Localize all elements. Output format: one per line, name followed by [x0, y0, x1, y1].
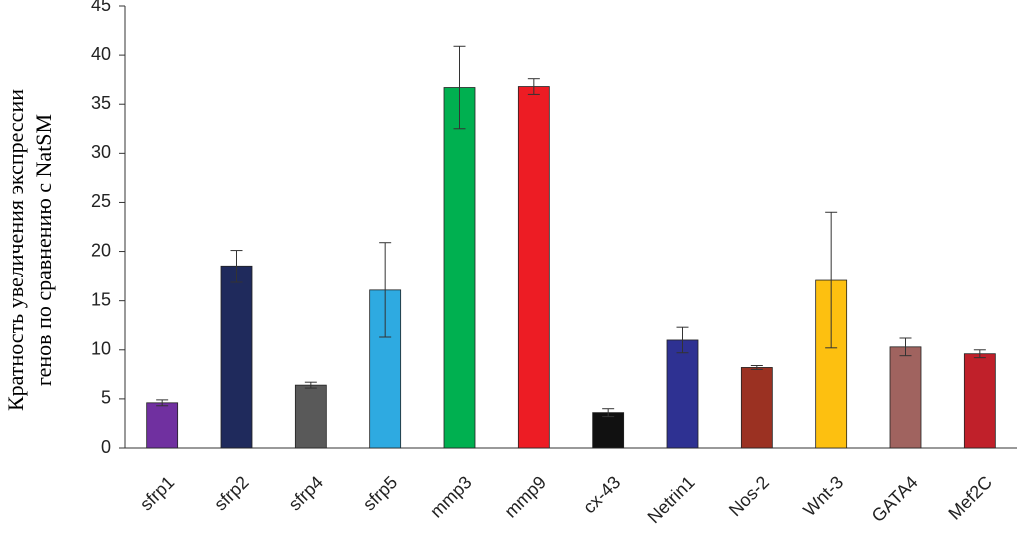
error-bar [230, 250, 243, 283]
bar [963, 353, 996, 449]
error-bar [379, 242, 392, 338]
error-bar [453, 45, 466, 130]
error-bar [156, 399, 169, 407]
bar [443, 87, 476, 449]
x-tick-label: cx-43 [579, 472, 624, 517]
x-tick-label: Nos-2 [725, 472, 773, 520]
x-tick-label: sfrp2 [210, 472, 252, 514]
y-tick-label: 45 [91, 0, 111, 15]
error-bar [825, 211, 838, 349]
error-bar [676, 326, 689, 354]
y-label-group: генов по сравнению с NatSM [31, 114, 56, 386]
error-bar [527, 78, 540, 95]
x-tick-label: sfrp4 [285, 472, 327, 514]
bar [146, 402, 179, 449]
y-tick-label: 25 [91, 191, 111, 211]
y-tick-label: 10 [91, 339, 111, 359]
y-tick-label: 35 [91, 93, 111, 113]
error-bar [304, 381, 317, 389]
y-label-group: Кратность увеличения экспрессии [3, 89, 28, 411]
bar [740, 367, 773, 449]
bar [592, 412, 625, 449]
error-bar [602, 408, 615, 418]
x-tick-label: Wnt-3 [799, 472, 847, 520]
bar [294, 384, 327, 449]
bar [889, 346, 922, 449]
error-bar [973, 349, 986, 359]
y-tick-label: 15 [91, 289, 111, 309]
x-tick-label: mmp9 [501, 472, 551, 522]
x-tick-label: sfrp1 [136, 472, 178, 514]
y-tick-label: 20 [91, 240, 111, 260]
x-tick-label: Netrin1 [644, 472, 699, 527]
y-label: Кратность увеличения экспрессии [3, 89, 28, 411]
y-label: генов по сравнению с NatSM [31, 114, 56, 386]
x-tick-label: GATA4 [868, 472, 922, 526]
error-bar [750, 364, 763, 370]
x-tick-label: Mef2C [944, 472, 996, 524]
x-tick-label: mmp3 [426, 472, 476, 522]
bar [369, 289, 402, 449]
bar [220, 265, 253, 449]
y-tick-label: 5 [101, 388, 111, 408]
error-bar [899, 337, 912, 357]
y-tick-label: 0 [101, 437, 111, 457]
x-tick-label: sfrp5 [359, 472, 401, 514]
y-tick-label: 40 [91, 44, 111, 64]
y-tick-label: 30 [91, 142, 111, 162]
bar [666, 339, 699, 449]
bar [517, 86, 550, 449]
